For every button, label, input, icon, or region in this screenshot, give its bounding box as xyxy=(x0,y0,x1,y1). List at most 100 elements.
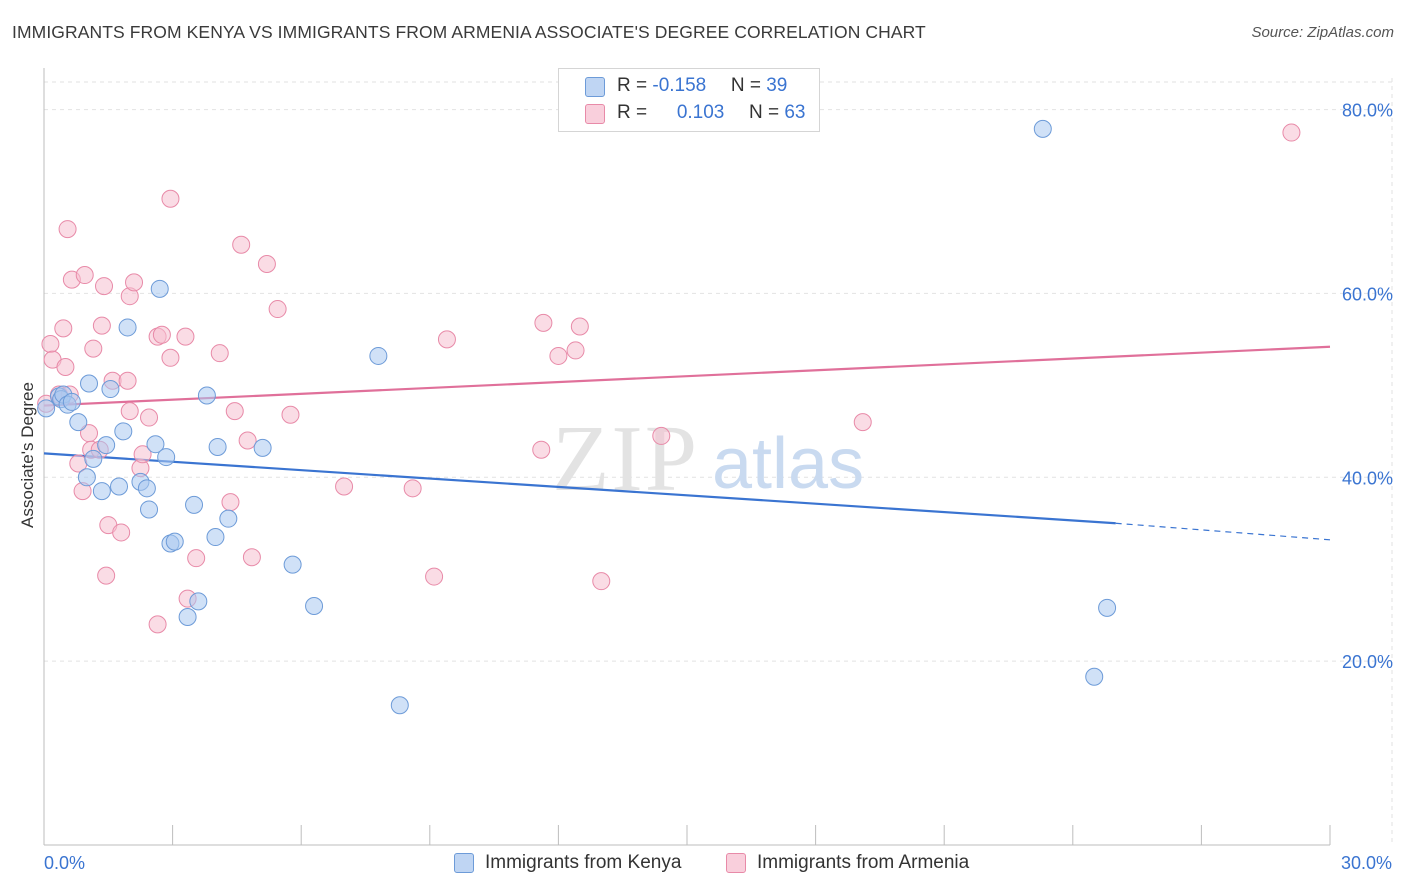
kenya-point xyxy=(197,386,216,405)
kenya-point xyxy=(189,592,208,611)
armenia-point xyxy=(120,402,139,421)
kenya-trend-extension xyxy=(1115,522,1331,541)
armenia-point xyxy=(225,402,244,421)
armenia-trend-line xyxy=(43,345,1331,407)
kenya-point xyxy=(283,555,302,574)
kenya-point xyxy=(101,380,120,399)
armenia-point xyxy=(437,330,456,349)
kenya-point xyxy=(369,346,388,365)
x-tick-label: 0.0% xyxy=(44,853,85,873)
y-tick-label: 80.0% xyxy=(1342,101,1393,121)
kenya-point xyxy=(92,482,111,501)
armenia-point xyxy=(221,493,240,512)
armenia-point xyxy=(268,300,287,319)
armenia-r-label: R = xyxy=(617,102,653,123)
armenia-point xyxy=(566,341,585,360)
armenia-point xyxy=(549,346,568,365)
kenya-point xyxy=(114,422,133,441)
armenia-point xyxy=(257,255,276,274)
armenia-point xyxy=(532,440,551,459)
armenia-point xyxy=(161,348,180,367)
armenia-point xyxy=(152,325,171,344)
armenia-n-value: 63 xyxy=(784,102,806,123)
kenya-point xyxy=(390,696,409,715)
source-label: Source: ZipAtlas.com xyxy=(1251,24,1394,41)
kenya-point xyxy=(37,399,56,418)
kenya-point xyxy=(146,435,165,454)
armenia-point xyxy=(54,319,73,338)
armenia-point xyxy=(148,615,167,634)
kenya-point xyxy=(137,479,156,498)
kenya-r-value: -0.158 xyxy=(652,75,707,96)
correlation-legend: R = -0.158 N = 39 R = 0.103 N = 63 xyxy=(558,68,820,132)
kenya-n-value: 39 xyxy=(766,75,788,96)
kenya-point xyxy=(253,438,272,457)
armenia-point xyxy=(75,266,94,285)
kenya-point xyxy=(185,495,204,514)
armenia-point xyxy=(41,334,60,353)
kenya-r-label: R = xyxy=(617,75,653,96)
kenya-point xyxy=(62,392,81,411)
armenia-point xyxy=(92,316,111,335)
kenya-point xyxy=(219,509,238,528)
y-tick-label: 40.0% xyxy=(1342,468,1393,488)
y-tick-label: 60.0% xyxy=(1342,284,1393,304)
armenia-legend-swatch xyxy=(726,853,746,873)
kenya-point xyxy=(178,608,197,627)
kenya-point xyxy=(80,374,99,393)
kenya-point xyxy=(1085,667,1104,686)
armenia-point xyxy=(242,548,261,567)
armenia-point xyxy=(403,479,422,498)
armenia-point xyxy=(335,477,354,496)
armenia-point xyxy=(232,235,251,254)
kenya-point xyxy=(1033,119,1052,138)
armenia-point xyxy=(118,371,137,390)
kenya-point xyxy=(150,279,169,298)
data-points xyxy=(37,119,1301,715)
armenia-point xyxy=(133,445,152,464)
kenya-point xyxy=(1098,598,1117,617)
kenya-trend-line xyxy=(43,452,1116,525)
kenya-point xyxy=(77,468,96,487)
kenya-point xyxy=(206,528,225,547)
kenya-legend-label: Immigrants from Kenya xyxy=(485,852,682,873)
armenia-legend-label: Immigrants from Armenia xyxy=(757,852,970,873)
armenia-n-label: N = xyxy=(748,102,785,123)
armenia-swatch xyxy=(585,104,605,124)
armenia-point xyxy=(570,317,589,336)
axes xyxy=(43,68,1331,846)
watermark-atlas: atlas xyxy=(712,424,864,504)
armenia-point xyxy=(125,273,144,292)
kenya-point xyxy=(140,500,159,519)
kenya-point xyxy=(84,449,103,468)
armenia-point xyxy=(853,413,872,432)
kenya-legend-swatch xyxy=(454,853,474,873)
armenia-point xyxy=(187,549,206,568)
armenia-point xyxy=(425,567,444,586)
kenya-point xyxy=(305,596,324,615)
kenya-point xyxy=(110,477,129,496)
kenya-swatch xyxy=(585,77,605,97)
kenya-point xyxy=(118,318,137,337)
armenia-point xyxy=(161,189,180,208)
kenya-n-label: N = xyxy=(730,75,767,96)
chart-title: IMMIGRANTS FROM KENYA VS IMMIGRANTS FROM… xyxy=(12,22,926,42)
kenya-point xyxy=(208,437,227,456)
armenia-point xyxy=(652,426,671,445)
armenia-point xyxy=(97,566,116,585)
armenia-point xyxy=(56,357,75,376)
armenia-point xyxy=(1282,123,1301,142)
kenya-point xyxy=(157,448,176,467)
armenia-point xyxy=(58,220,77,239)
watermark: ZIP atlas xyxy=(552,407,864,511)
y-axis-label: Associate's Degree xyxy=(18,382,37,528)
armenia-point xyxy=(210,344,229,363)
y-tick-label: 20.0% xyxy=(1342,652,1393,672)
armenia-point xyxy=(281,405,300,424)
tick-labels: 20.0% 40.0% 60.0% 80.0% 0.0% 30.0% xyxy=(44,101,1393,873)
armenia-point xyxy=(84,339,103,358)
armenia-point xyxy=(140,408,159,427)
armenia-point xyxy=(238,431,257,450)
armenia-point xyxy=(112,523,131,542)
